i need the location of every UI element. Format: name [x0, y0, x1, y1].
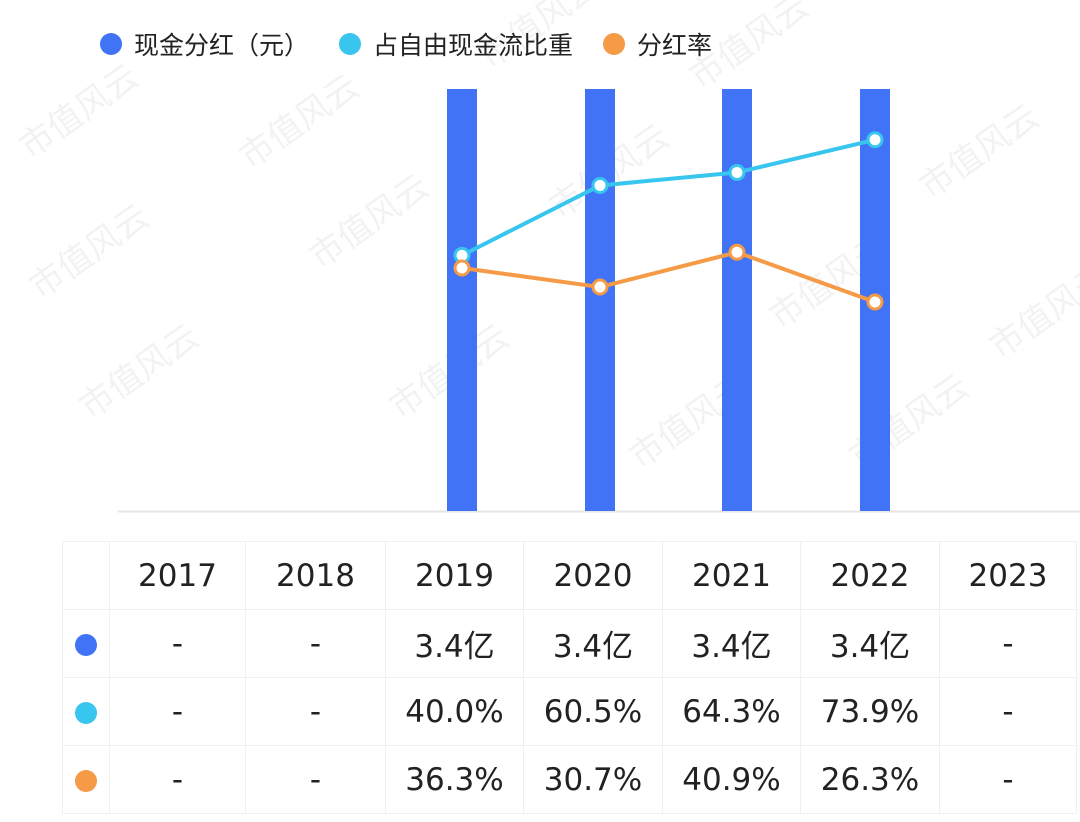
table-cell: - — [245, 745, 386, 814]
point-1-2020[interactable] — [591, 176, 609, 194]
table-corner — [62, 541, 110, 610]
table-cell: 3.4亿 — [523, 609, 663, 678]
point-2-2022[interactable] — [866, 293, 884, 311]
table-cell: - — [109, 677, 246, 746]
bar-2019[interactable] — [447, 89, 477, 511]
bar-2021[interactable] — [722, 89, 752, 511]
table-cell: - — [939, 609, 1077, 678]
table-row: - -40.0% 60.5% 64.3% 73.9% - — [62, 677, 1077, 746]
table-row: - -36.3% 30.7% 40.9% 26.3% - — [62, 745, 1077, 814]
year-header: 2021 — [662, 541, 801, 610]
legend-label-2: 分红率 — [637, 31, 713, 60]
legend-marker-1 — [339, 33, 362, 55]
watermark-2: 市值风云 — [472, 0, 606, 77]
table-cell: 26.3% — [800, 745, 940, 814]
year-header: 2023 — [939, 541, 1077, 610]
table-cell: 3.4亿 — [800, 609, 940, 678]
table-cell: - — [245, 609, 386, 678]
year-header: 2020 — [523, 541, 663, 610]
row-marker-cell — [62, 745, 110, 814]
watermark-4: 市值风云 — [912, 97, 1046, 208]
table-cell: 3.4亿 — [385, 609, 524, 678]
row-marker-0 — [75, 634, 97, 656]
legend-marker-2 — [603, 33, 626, 55]
point-2-2020[interactable] — [591, 278, 609, 296]
bar-2020[interactable] — [585, 89, 615, 511]
table-cell: 40.0% — [385, 677, 524, 746]
year-header: 2017 — [109, 541, 246, 610]
watermark-6: 市值风云 — [302, 167, 436, 278]
table-cell: 40.9% — [662, 745, 801, 814]
line-series-2 — [461, 250, 876, 304]
table-row: - -3.4亿 3.4亿 3.4亿 3.4亿 - — [62, 609, 1077, 678]
watermark-0: 市值风云 — [12, 57, 146, 168]
table-cell: 3.4亿 — [662, 609, 801, 678]
table-cell: - — [109, 745, 246, 814]
year-header: 2018 — [245, 541, 386, 610]
legend-marker-0 — [100, 33, 122, 55]
row-marker-cell — [62, 609, 110, 678]
watermark-10: 市值风云 — [72, 317, 206, 428]
table-cell: 60.5% — [523, 677, 663, 746]
row-marker-1 — [75, 702, 97, 724]
legend: 现金分红（元） 占自由现金流比重 分红率 — [100, 22, 712, 66]
table-cell: 73.9% — [800, 677, 940, 746]
legend-item-2[interactable]: 分红率 — [603, 26, 712, 62]
point-2-2019[interactable] — [453, 259, 471, 277]
watermark-9: 市值风云 — [982, 257, 1080, 368]
table-cell: - — [245, 677, 386, 746]
year-header: 2019 — [385, 541, 524, 610]
legend-item-0[interactable]: 现金分红（元） — [100, 26, 309, 62]
legend-label-0: 现金分红（元） — [134, 31, 310, 60]
row-marker-cell — [62, 677, 110, 746]
year-header: 2022 — [800, 541, 940, 610]
data-table: 2017 2018 2019 2020 2021 2022 2023- -3.4亿 3.4亿 3.… — [62, 541, 1077, 814]
table-cell: 30.7% — [523, 745, 663, 814]
row-marker-2 — [75, 770, 97, 792]
watermark-3: 市值风云 — [682, 0, 816, 97]
legend-item-1[interactable]: 占自由现金流比重 — [339, 26, 573, 62]
table-header-row: 2017 2018 2019 2020 2021 2022 2023 — [62, 541, 1077, 610]
point-1-2021[interactable] — [728, 164, 746, 182]
table-cell: 36.3% — [385, 745, 524, 814]
point-2-2021[interactable] — [728, 243, 746, 261]
table-cell: - — [939, 745, 1077, 814]
point-1-2022[interactable] — [866, 131, 884, 149]
table-cell: - — [939, 677, 1077, 746]
line-series-1 — [461, 137, 876, 258]
table-cell: - — [109, 609, 246, 678]
legend-label-1: 占自由现金流比重 — [373, 31, 574, 60]
watermark-1: 市值风云 — [232, 67, 366, 178]
watermark-5: 市值风云 — [22, 197, 156, 308]
table-cell: 64.3% — [662, 677, 801, 746]
